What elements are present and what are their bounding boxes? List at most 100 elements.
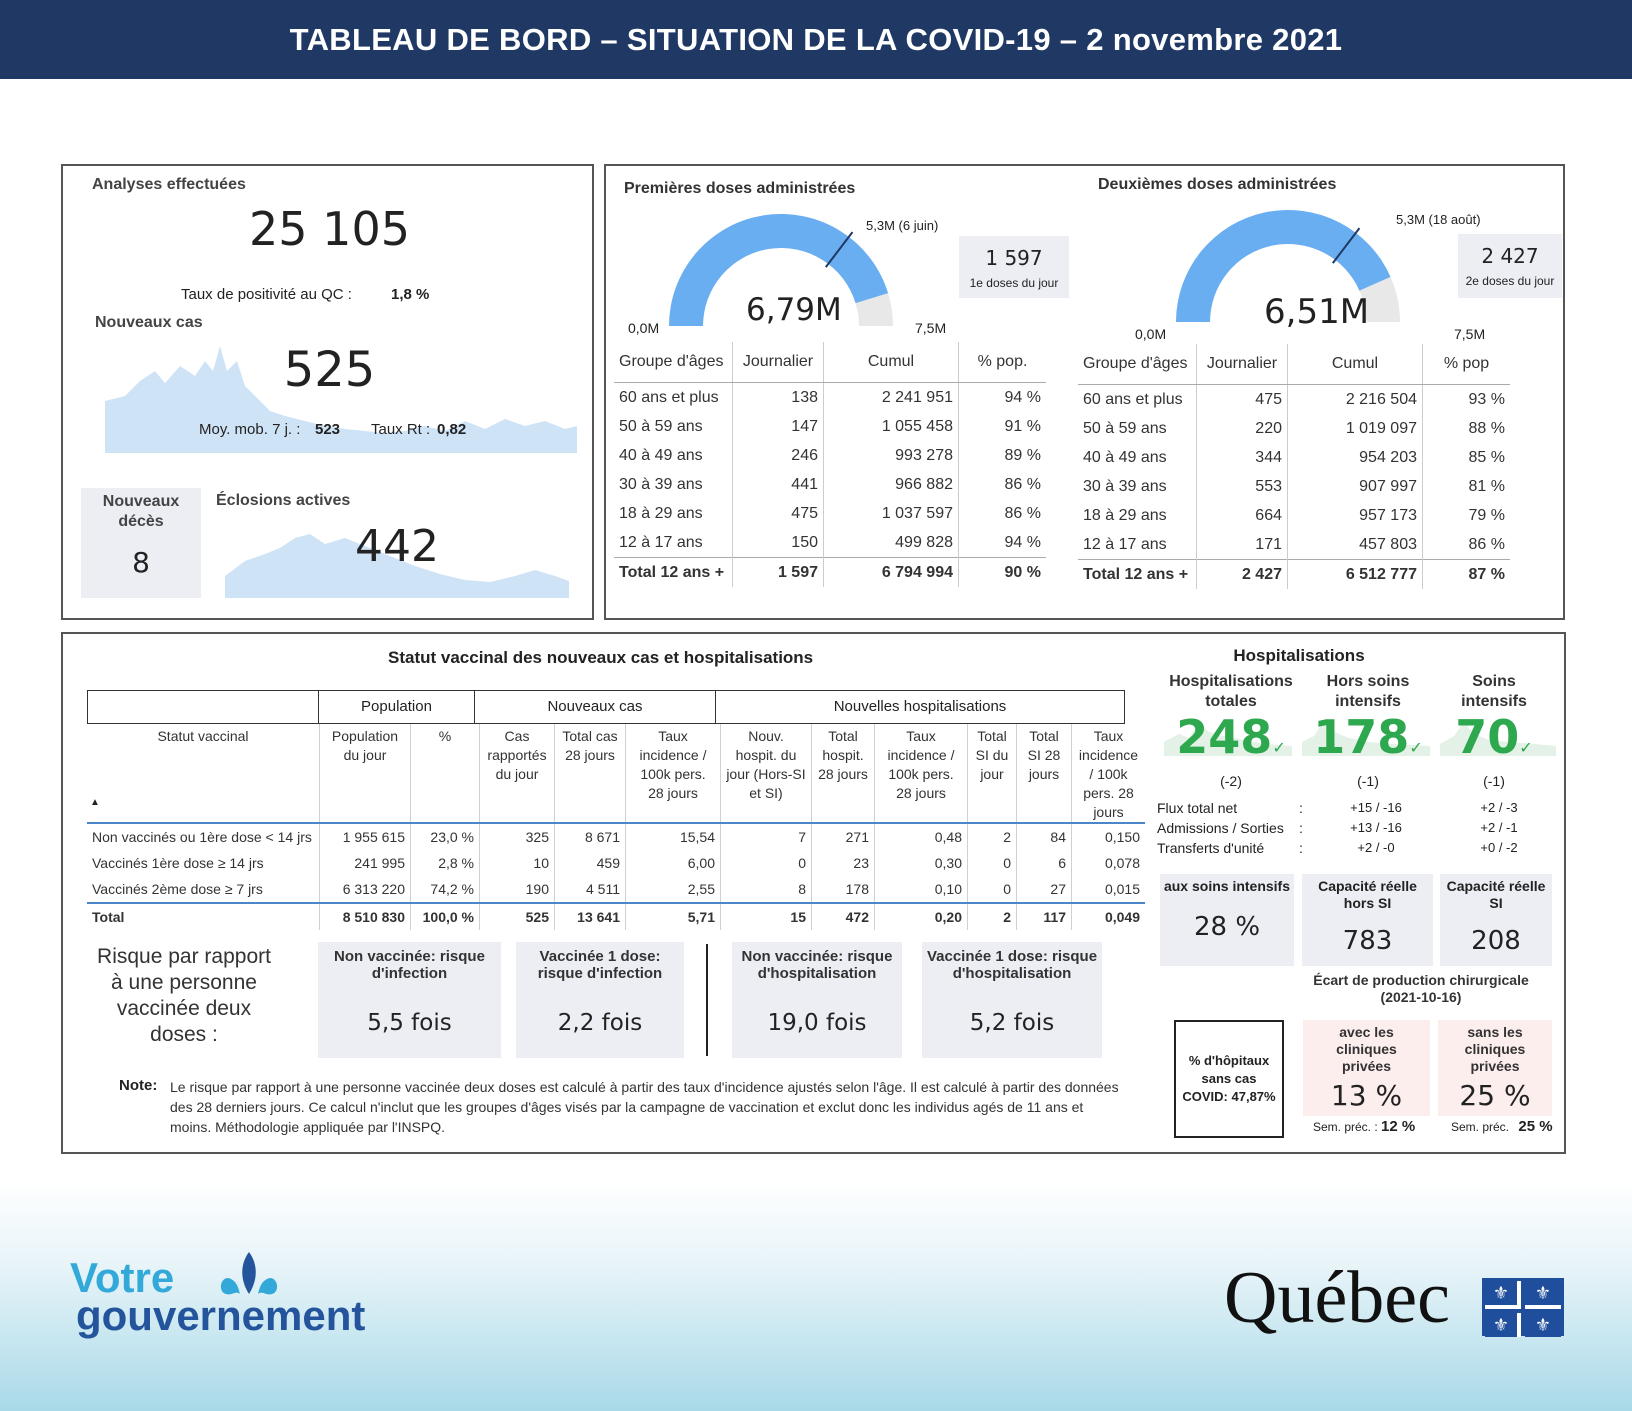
rt-value: 0,82 xyxy=(437,421,467,438)
col-cases-rate: Taux incidence / 100k pers. 28 jours xyxy=(625,724,721,823)
table-row: 40 à 49 ans 246 993 278 89 % xyxy=(614,441,1046,470)
tests-title: Analyses effectuées xyxy=(92,176,246,193)
first-doses-gauge xyxy=(669,214,893,326)
second-gauge-max: 7,5M xyxy=(1454,326,1486,342)
check-icon: ✓ xyxy=(1272,738,1286,757)
dashboard-title: TABLEAU DE BORD – SITUATION DE LA COVID-… xyxy=(289,21,1343,57)
outbreaks-value: 442 xyxy=(355,521,439,572)
check-icon: ✓ xyxy=(1519,738,1533,757)
deaths-title: Nouveaux décès xyxy=(102,493,180,530)
col-si-rate: Taux incidence / 100k pers. 28 jours xyxy=(1071,724,1145,823)
avg-value: 523 xyxy=(315,421,341,438)
status-title: Statut vaccinal des nouveaux cas et hosp… xyxy=(388,648,814,667)
hosp-outside-icu-value: 178✓ xyxy=(1313,710,1423,764)
hosp-outside-icu-title: Hors soins intensifs xyxy=(1326,673,1410,710)
second-col-pct: % pop xyxy=(1422,344,1510,385)
outbreaks-area-chart xyxy=(225,534,569,598)
hosp-total-value: 248✓ xyxy=(1176,710,1286,764)
risk-box-value: 5,2 fois xyxy=(969,1010,1055,1036)
outbreaks-title: Éclosions actives xyxy=(216,492,351,509)
table-row: 60 ans et plus 138 2 241 951 94 % xyxy=(614,382,1046,412)
hosp-icu-area xyxy=(1440,722,1556,756)
table-row: 50 à 59 ans 147 1 055 458 91 % xyxy=(614,412,1046,441)
hosp-outside-icu-area xyxy=(1302,720,1430,756)
first-daily-box: 1 597 1e doses du jour xyxy=(959,236,1069,298)
risk-divider xyxy=(706,944,708,1056)
first-gauge-min: 0,0M xyxy=(628,320,660,336)
risk-box-value: 5,5 fois xyxy=(367,1010,452,1036)
avg-label: Moy. mob. 7 j. : xyxy=(199,421,301,438)
hosp-total-title: Hospitalisations totales xyxy=(1169,673,1293,710)
col-status[interactable]: Statut vaccinal xyxy=(157,728,249,744)
new-cases-value: 525 xyxy=(283,342,376,398)
hospitalisations-area-charts xyxy=(1164,720,1556,756)
deaths-value: 8 xyxy=(132,546,150,579)
table-row: 50 à 59 ans 220 1 019 097 88 % xyxy=(1078,414,1510,443)
second-doses-title: Deuxièmes doses administrées xyxy=(1098,176,1337,193)
check-icon: ✓ xyxy=(1409,738,1423,757)
risk-box-title: Non vaccinée: risque d'infection xyxy=(334,948,485,982)
col-hosp-28: Total hospit. 28 jours xyxy=(811,724,875,823)
table-row: 30 à 39 ans 441 966 882 86 % xyxy=(614,470,1046,499)
deaths-box: Nouveaux décès 8 xyxy=(81,488,201,598)
surgery-title: Écart de production chirurgicale (2021-1… xyxy=(1313,972,1529,1005)
risk-box-infection-unvaccinated: Non vaccinée: risque d'infection 5,5 foi… xyxy=(318,942,501,1058)
flux-label-transfers: Transferts d'unité xyxy=(1157,840,1265,856)
table-row: Non vaccinés ou 1ère dose < 14 jrs 1 955 … xyxy=(87,822,1145,850)
hosp-icu-title: Soins intensifs xyxy=(1461,673,1527,710)
second-col-group[interactable]: Groupe d'âges xyxy=(1078,344,1197,385)
flux-colons: : : : xyxy=(1299,800,1303,856)
table-row: Vaccinés 2ème dose ≥ 7 jrs 6 313 220 74,2 … xyxy=(87,876,1145,903)
first-col-group[interactable]: Groupe d'âges xyxy=(614,342,733,383)
flag-fleur-icon: ⚜ xyxy=(1485,1281,1521,1309)
surgery-prev-without: Sem. préc. 25 % xyxy=(1451,1118,1553,1135)
hospitals-no-covid: % d'hôpitaux sans cas COVID: 47,87% xyxy=(1174,1020,1284,1138)
flux-values-outside-icu: +15 / -16 +13 / -16 +2 / -0 xyxy=(1350,800,1402,855)
hosp-outside-icu-col: Hors soins intensifs 178✓ (-1) xyxy=(1308,672,1428,789)
table-row: Vaccinés 1ère dose ≥ 14 jrs 241 995 2,8 % 1… xyxy=(87,850,1145,876)
first-gauge-value: 6,79M xyxy=(746,292,842,328)
risk-box-title: Vaccinée 1 dose: risque d'hospitalisatio… xyxy=(926,948,1098,982)
flag-fleur-icon: ⚜ xyxy=(1525,1313,1561,1337)
total-row: Total 12 ans +2 427 6 512 777 87 % xyxy=(1078,559,1510,589)
vaccine-status-table: Statut vaccinal Population du jour % Cas… xyxy=(87,724,1145,930)
quebec-logo-text: Québec xyxy=(1224,1257,1450,1339)
col-cases-day: Cas rapportés du jour xyxy=(479,724,555,823)
hosp-icu-col: Soins intensifs 70✓ (-1) xyxy=(1439,672,1549,789)
dashboard-header: TABLEAU DE BORD – SITUATION DE LA COVID-… xyxy=(0,0,1632,79)
surgery-prev-with: Sem. préc. : 12 % xyxy=(1313,1118,1416,1135)
tests-value: 25 105 xyxy=(249,202,410,256)
table-row: 12 à 17 ans 171 457 803 86 % xyxy=(1078,530,1510,560)
flag-fleur-icon: ⚜ xyxy=(1525,1281,1561,1309)
first-col-cumul: Cumul xyxy=(823,342,959,383)
cases-panel: Analyses effectuées 25 105 Taux de posit… xyxy=(61,164,594,620)
new-cases-title: Nouveaux cas xyxy=(95,314,203,331)
outbreaks-area xyxy=(225,534,569,598)
second-doses-table: Groupe d'âges Journalier Cumul % pop 60 … xyxy=(1078,344,1510,589)
second-gauge-target-marker xyxy=(1332,227,1361,264)
doses-panel: Premières doses administrées 6,79M 0,0M … xyxy=(604,164,1565,620)
risk-box-infection-1dose: Vaccinée 1 dose: risque d'infection 2,2 … xyxy=(516,942,684,1058)
first-col-pct: % pop. xyxy=(958,342,1046,383)
first-doses-table: Groupe d'âges Journalier Cumul % pop. 60… xyxy=(614,342,1046,587)
risk-box-hosp-unvaccinated: Non vaccinée: risque d'hospitalisation 1… xyxy=(732,942,902,1058)
col-si-28: Total SI 28 jours xyxy=(1016,724,1072,823)
surgery-without-private: sans les cliniques privées 25 % xyxy=(1438,1020,1552,1116)
table-row: 12 à 17 ans 150 499 828 94 % xyxy=(614,528,1046,558)
table-row: 18 à 29 ans 475 1 037 597 86 % xyxy=(614,499,1046,528)
first-daily-value: 1 597 xyxy=(985,246,1043,270)
risk-box-title: Vaccinée 1 dose: risque d'infection xyxy=(537,948,663,982)
second-doses-gauge xyxy=(1176,209,1400,322)
risk-box-value: 2,2 fois xyxy=(557,1010,643,1036)
total-row: Total 8 510 830 100,0 % 525 13 641 5,71 15 472 0… xyxy=(87,902,1145,930)
capacity-outside-icu: Capacité réelle hors SI 783 xyxy=(1302,874,1433,966)
flux-label-net: Flux total net xyxy=(1157,800,1238,816)
sort-arrow-icon[interactable]: ▲ xyxy=(90,797,100,808)
risk-label: Risque par rapport à une personne vaccin… xyxy=(97,945,271,1046)
first-daily-label: 1e doses du jour xyxy=(969,276,1059,290)
group-header-population: Population xyxy=(318,690,475,724)
hosp-outside-icu-delta: (-1) xyxy=(1357,773,1379,789)
flag-fleur-icon: ⚜ xyxy=(1485,1313,1521,1337)
risk-box-value: 19,0 fois xyxy=(767,1010,867,1036)
col-hosp-rate: Taux incidence / 100k pers. 28 jours xyxy=(874,724,968,823)
